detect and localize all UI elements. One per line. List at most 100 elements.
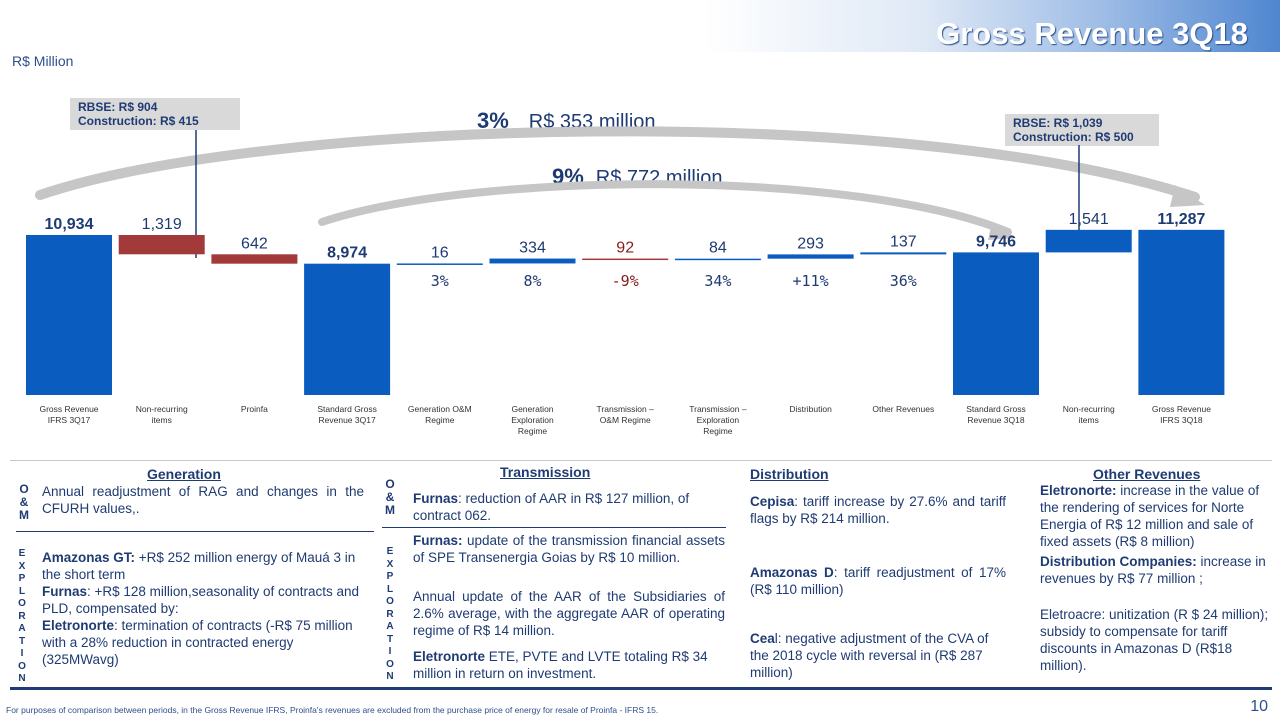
value-label-9: 137 (890, 233, 917, 250)
other-line-3: Eletroacre: unitization (R $ 24 million)… (1040, 606, 1272, 674)
x-label-5: Generation Exploration Regime (511, 404, 554, 436)
value-label-0: 10,934 (45, 216, 94, 233)
bar-3 (304, 263, 391, 395)
pct-label-6: -9% (612, 272, 639, 290)
generation-header: Generation (147, 466, 221, 482)
value-label-7: 84 (709, 240, 727, 257)
pct-label-4: 3% (431, 272, 449, 290)
x-label-4: Generation O&M Regime (408, 404, 472, 425)
generation-line-1-bold: Amazonas GT: (42, 550, 136, 565)
bar-11 (1045, 229, 1132, 253)
bar-10 (953, 252, 1039, 395)
other-line-1: Eletronorte: increase in the value of th… (1040, 482, 1272, 550)
bar-5 (489, 258, 576, 264)
value-label-1: 1,319 (142, 216, 182, 233)
transmission-line-2: Annual update of the AAR of the Subsidia… (413, 588, 725, 639)
page-number: 10 (1250, 698, 1268, 715)
bar-2 (211, 254, 298, 264)
transmission-om-text: Furnas: reduction of AAR in R$ 127 milli… (413, 490, 725, 524)
distribution-line-3-bold: Cea (750, 631, 775, 646)
bar-6 (582, 258, 669, 261)
generation-line-2-text: : +R$ 128 million,seasonality of contrac… (42, 584, 360, 616)
callout-3q17-rbse: RBSE: R$ 904 (78, 100, 158, 114)
x-label-6: Transmission – O&M Regime (597, 404, 655, 425)
x-label-3: Standard Gross Revenue 3Q17 (317, 404, 377, 425)
generation-om-label: O & M (19, 482, 29, 522)
other-line-2-bold: Distribution Companies: (1040, 554, 1197, 569)
bar-9 (860, 252, 947, 255)
transmission-om-label: O & M (385, 477, 395, 517)
x-label-2: Proinfa (241, 404, 268, 414)
value-label-3: 8,974 (327, 245, 367, 262)
generation-divider (16, 531, 374, 532)
transmission-line-1-text: update of the transmission financial ass… (413, 533, 725, 565)
transmission-line-3-bold: Eletronorte (413, 649, 486, 664)
x-label-7: Transmission – Exploration Regime (689, 404, 747, 436)
transmission-line-1: Furnas: update of the transmission finan… (413, 532, 725, 566)
generation-line-3: Eletronorte: termination of contracts (-… (42, 617, 364, 668)
value-label-6: 92 (616, 240, 634, 257)
other-line-3-text: Eletroacre: unitization (R $ 24 million)… (1040, 607, 1269, 673)
value-label-2: 642 (241, 235, 268, 252)
bar-1 (118, 235, 205, 255)
value-label-8: 293 (797, 235, 824, 252)
x-label-0: Gross Revenue IFRS 3Q17 (39, 404, 98, 425)
callout-3q18-rbse: RBSE: R$ 1,039 (1013, 116, 1103, 130)
generation-line-3-text: : termination of contracts (-R$ 75 milli… (42, 618, 353, 667)
generation-line-2-bold: Furnas (42, 584, 88, 599)
generation-line-3-bold: Eletronorte (42, 618, 115, 633)
distribution-line-3-text: l: negative adjustment of the CVA of the… (750, 631, 989, 680)
other-revenues-header: Other Revenues (1093, 466, 1201, 482)
callout-3q18: RBSE: R$ 1,039 Construction: R$ 500 (1005, 114, 1159, 146)
distribution-line-2-bold: Amazonas D (750, 565, 834, 580)
distribution-line-3: Ceal: negative adjustment of the CVA of … (750, 630, 1006, 681)
transmission-om-bold: Furnas (413, 491, 459, 506)
x-label-12: Gross Revenue IFRS 3Q18 (1152, 404, 1211, 425)
comparison-arcs (35, 126, 1205, 240)
transmission-line-1-bold: Furnas: (413, 533, 463, 548)
x-label-11: Non-recurring items (1063, 404, 1115, 425)
generation-line-1: Amazonas GT: +R$ 252 million energy of M… (42, 549, 364, 583)
transmission-line-2-text: Annual update of the AAR of the Subsidia… (413, 589, 725, 638)
value-label-5: 334 (519, 240, 546, 257)
other-line-2: Distribution Companies: increase in reve… (1040, 553, 1272, 587)
transmission-line-3-text: ETE, PVTE and LVTE totaling R$ 34 millio… (413, 649, 708, 681)
pct-label-7: 34% (704, 272, 731, 290)
details-panel (10, 460, 1272, 690)
waterfall-chart: 10,934 1,319 642 8,974 16 334 92 84 293 137 9,746 1… (26, 126, 1225, 436)
pct-label-9: 36% (890, 272, 917, 290)
transmission-line-3: Eletronorte ETE, PVTE and LVTE totaling … (413, 648, 725, 682)
transmission-header: Transmission (500, 464, 591, 480)
callout-3q17: RBSE: R$ 904 Construction: R$ 415 (70, 98, 240, 130)
arc-ifrs-comparison (35, 126, 1200, 202)
distribution-line-1-bold: Cepisa (750, 494, 795, 509)
pct-label-5: 8% (523, 272, 541, 290)
generation-line-2: Furnas: +R$ 128 million,seasonality of c… (42, 583, 364, 617)
header-bar (0, 0, 1280, 52)
generation-line-1-text: +R$ 252 million energy of Mauá 3 in the … (42, 550, 356, 582)
pct-label-8: +11% (793, 272, 829, 290)
callout-3q17-construction: Construction: R$ 415 (78, 114, 199, 128)
transmission-divider (382, 527, 726, 528)
value-label-12: 11,287 (1157, 211, 1205, 228)
page-title: Gross Revenue 3Q18 (936, 16, 1248, 51)
bar-4 (396, 263, 483, 265)
value-label-4: 16 (431, 244, 449, 261)
generation-om-text: Annual readjustment of RAG and changes i… (42, 484, 364, 516)
x-label-1: Non-recurring items (136, 404, 188, 425)
other-line-1-bold: Eletronorte: (1040, 483, 1117, 498)
arc-standard-arrowhead (988, 222, 1016, 240)
transmission-om-body: : reduction of AAR in R$ 127 million, of… (413, 491, 690, 523)
other-line-1-text: increase in the value of the rendering o… (1040, 483, 1260, 549)
callout-3q18-construction: Construction: R$ 500 (1013, 130, 1134, 144)
x-label-10: Standard Gross Revenue 3Q18 (966, 404, 1026, 425)
distribution-line-2: Amazonas D: tariff readjustment of 17% (… (750, 564, 1006, 598)
bar-12 (1138, 229, 1225, 395)
distribution-line-2-text: : tariff readjustment of 17% (R$ 110 mil… (750, 565, 1006, 597)
arc-ifrs-arrowhead (1170, 185, 1205, 207)
x-label-9: Other Revenues (872, 404, 934, 414)
unit-label: R$ Million (12, 53, 74, 69)
distribution-line-1-text: : tariff increase by 27.6% and tariff fl… (750, 494, 1006, 526)
value-label-10: 9,746 (976, 233, 1016, 250)
